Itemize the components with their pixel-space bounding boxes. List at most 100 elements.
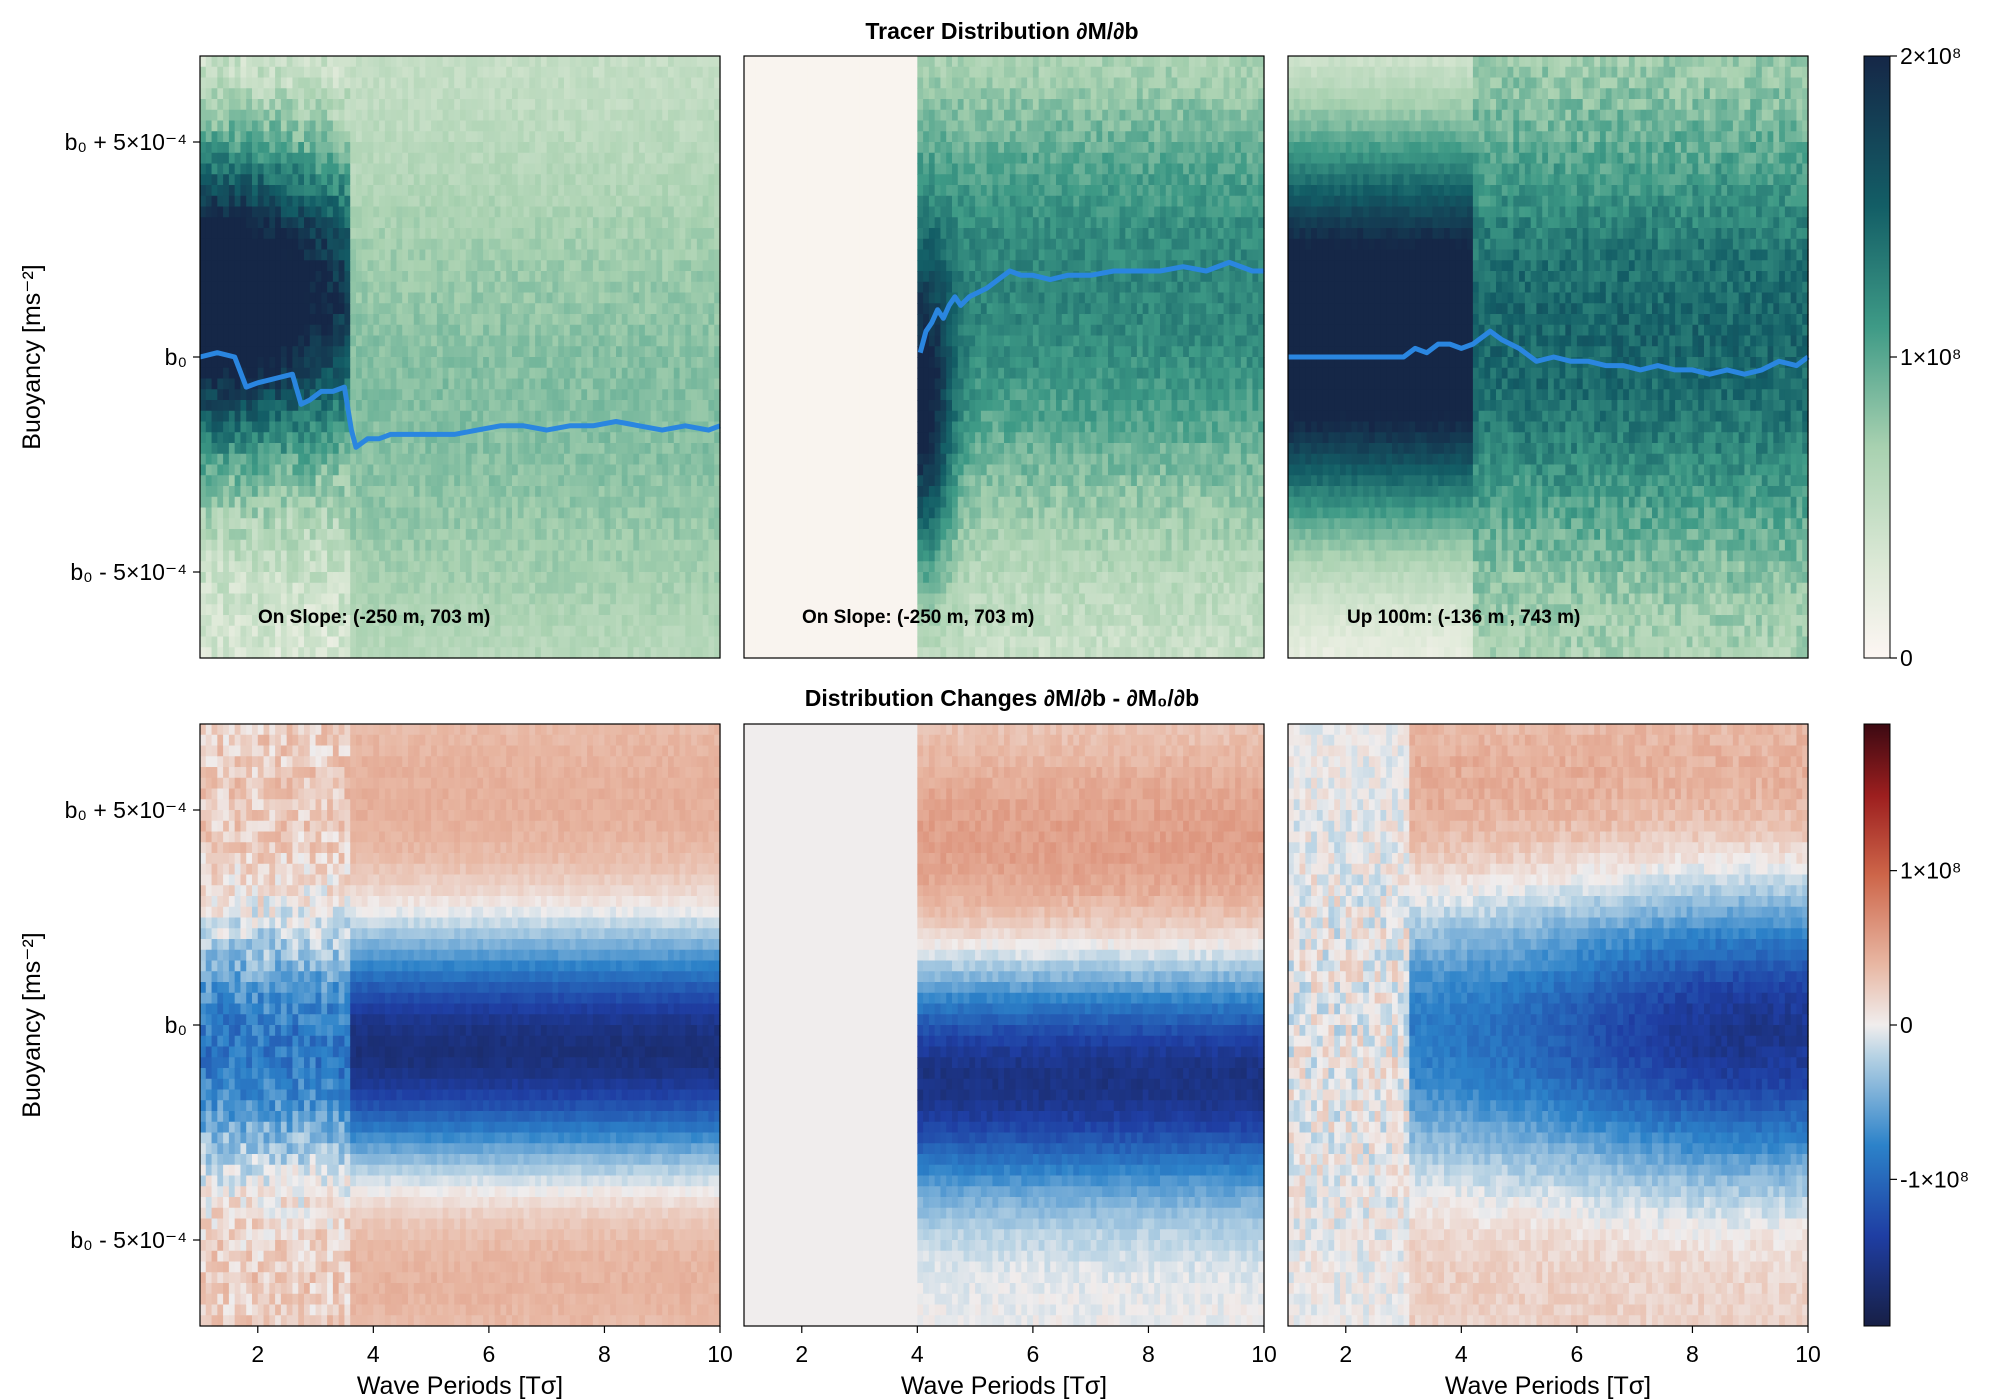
- heatmap-cell: [460, 78, 466, 89]
- heatmap-cell: [616, 239, 622, 250]
- heatmap-cell: [691, 626, 697, 637]
- heatmap-cell: [246, 174, 252, 185]
- heatmap-cell: [252, 443, 258, 454]
- heatmap-cell: [414, 174, 420, 185]
- heatmap-cell: [628, 78, 634, 89]
- heatmap-cell: [344, 529, 350, 540]
- heatmap-cell: [287, 572, 293, 583]
- heatmap-cell: [524, 131, 530, 142]
- heatmap-cell: [396, 336, 402, 347]
- heatmap-cell: [362, 336, 368, 347]
- heatmap-cell: [425, 637, 431, 648]
- heatmap-cell: [356, 164, 362, 175]
- heatmap-cell: [651, 497, 657, 508]
- heatmap-cell: [576, 583, 582, 594]
- heatmap-cell: [402, 110, 408, 121]
- heatmap-cell: [379, 647, 385, 658]
- heatmap-cell: [703, 604, 709, 615]
- heatmap-cell: [628, 508, 634, 519]
- heatmap-cell: [443, 88, 449, 99]
- heatmap-cell: [593, 594, 599, 605]
- heatmap-cell: [628, 389, 634, 400]
- heatmap-cell: [240, 497, 246, 508]
- heatmap-cell: [362, 56, 368, 67]
- heatmap-cell: [622, 228, 628, 239]
- heatmap-cell: [645, 142, 651, 153]
- heatmap-cell: [327, 99, 333, 110]
- heatmap-cell: [645, 529, 651, 540]
- heatmap-cell: [212, 56, 218, 67]
- heatmap-cell: [246, 282, 252, 293]
- heatmap-cell: [512, 121, 518, 132]
- heatmap-cell: [477, 239, 483, 250]
- heatmap-cell: [587, 432, 593, 443]
- heatmap-cell: [680, 293, 686, 304]
- heatmap-cell: [708, 486, 714, 497]
- heatmap-cell: [414, 142, 420, 153]
- heatmap-cell: [235, 282, 241, 293]
- heatmap-cell: [252, 497, 258, 508]
- heatmap-cell: [408, 282, 414, 293]
- heatmap-cell: [408, 411, 414, 422]
- heatmap-cell: [200, 486, 206, 497]
- heatmap-cell: [466, 99, 472, 110]
- heatmap-cell: [275, 475, 281, 486]
- heatmap-cell: [610, 239, 616, 250]
- heatmap-cell: [425, 400, 431, 411]
- heatmap-cell: [339, 142, 345, 153]
- heatmap-cell: [645, 110, 651, 121]
- heatmap-cell: [656, 131, 662, 142]
- heatmap-cell: [292, 583, 298, 594]
- heatmap-cell: [327, 110, 333, 121]
- heatmap-cell: [212, 647, 218, 658]
- heatmap-cell: [443, 647, 449, 658]
- heatmap-cell: [264, 637, 270, 648]
- heatmap-cell: [564, 346, 570, 357]
- heatmap-cell: [373, 153, 379, 164]
- heatmap-cell: [604, 271, 610, 282]
- heatmap-cell: [373, 346, 379, 357]
- heatmap-cell: [425, 271, 431, 282]
- heatmap-cell: [460, 357, 466, 368]
- heatmap-cell: [420, 174, 426, 185]
- heatmap-cell: [500, 465, 506, 476]
- heatmap-cell: [275, 529, 281, 540]
- heatmap-cell: [206, 336, 212, 347]
- heatmap-cell: [200, 142, 206, 153]
- heatmap-cell: [616, 583, 622, 594]
- heatmap-cell: [622, 153, 628, 164]
- heatmap-cell: [674, 164, 680, 175]
- heatmap-cell: [333, 497, 339, 508]
- heatmap-cell: [229, 551, 235, 562]
- heatmap-cell: [443, 314, 449, 325]
- heatmap-cell: [708, 250, 714, 261]
- heatmap-cell: [674, 368, 680, 379]
- heatmap-cell: [316, 325, 322, 336]
- heatmap-cell: [304, 325, 310, 336]
- heatmap-cell: [431, 99, 437, 110]
- heatmap-cell: [350, 250, 356, 261]
- heatmap-cell: [656, 486, 662, 497]
- heatmap-cell: [662, 250, 668, 261]
- heatmap-cell: [599, 529, 605, 540]
- heatmap-cell: [229, 99, 235, 110]
- heatmap-cell: [437, 637, 443, 648]
- heatmap-cell: [396, 518, 402, 529]
- heatmap-cell: [483, 336, 489, 347]
- heatmap-cell: [604, 174, 610, 185]
- heatmap-cell: [287, 325, 293, 336]
- heatmap-cell: [524, 561, 530, 572]
- heatmap-cell: [628, 432, 634, 443]
- heatmap-cell: [391, 346, 397, 357]
- heatmap-cell: [564, 142, 570, 153]
- heatmap-cell: [316, 637, 322, 648]
- heatmap-cell: [217, 142, 223, 153]
- heatmap-cell: [443, 475, 449, 486]
- heatmap-cell: [524, 56, 530, 67]
- heatmap-cell: [304, 217, 310, 228]
- heatmap-cell: [402, 518, 408, 529]
- heatmap-cell: [564, 379, 570, 390]
- heatmap-cell: [217, 250, 223, 261]
- heatmap-cell: [327, 647, 333, 658]
- heatmap-cell: [350, 529, 356, 540]
